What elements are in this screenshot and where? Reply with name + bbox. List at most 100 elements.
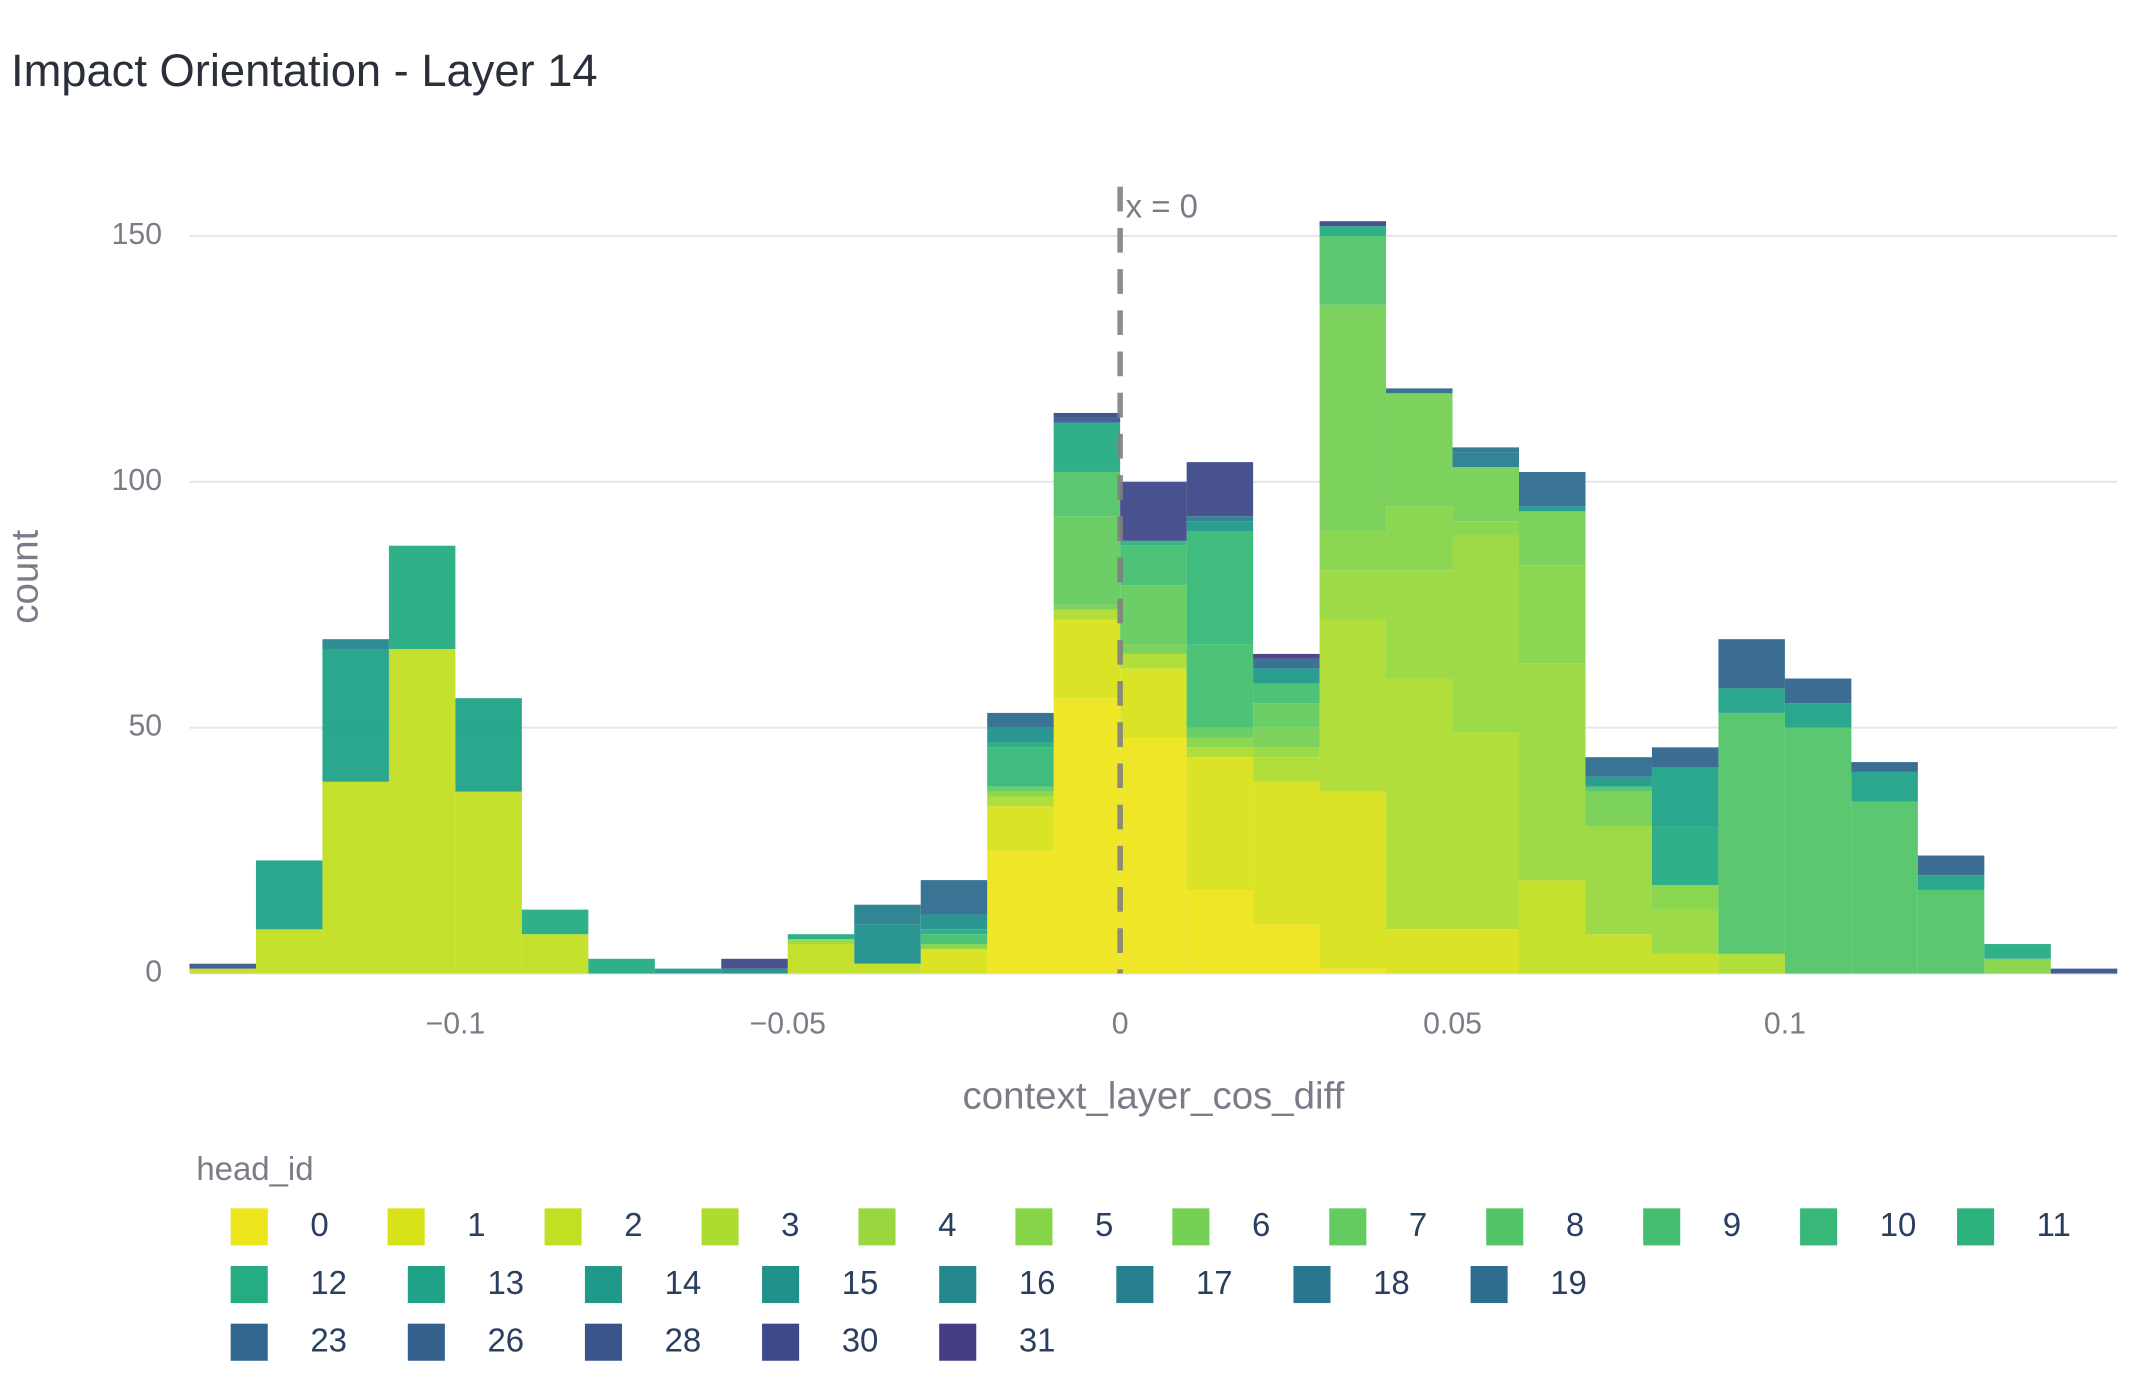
histogram-bar <box>1386 506 1453 571</box>
histogram-bar <box>322 781 389 974</box>
histogram-bar <box>920 914 988 930</box>
histogram-bar <box>1651 909 1719 954</box>
legend-label: 12 <box>310 1264 347 1301</box>
y-tick-label: 50 <box>128 710 162 743</box>
histogram-bar <box>854 963 921 974</box>
histogram-bar <box>787 934 855 940</box>
legend-label: 16 <box>1019 1264 1056 1301</box>
legend-label: 30 <box>842 1322 879 1359</box>
histogram-bar <box>987 791 1054 797</box>
histogram-bar <box>1053 609 1121 620</box>
histogram-bar <box>1386 929 1453 974</box>
histogram-bar <box>721 968 788 974</box>
histogram-bar <box>1386 678 1453 930</box>
histogram-bar <box>455 698 522 792</box>
histogram-bar <box>1253 658 1320 669</box>
legend-swatch <box>584 1266 623 1304</box>
histogram-bar <box>920 929 988 935</box>
histogram-bar <box>1452 732 1520 930</box>
histogram-bar <box>455 791 522 974</box>
histogram-bar <box>1651 747 1719 768</box>
legend-label: 13 <box>487 1264 524 1301</box>
histogram-bar <box>987 747 1054 787</box>
histogram-bar <box>1253 727 1320 748</box>
x-axis-title: context_layer_cos_diff <box>962 1075 1344 1118</box>
histogram-bar <box>987 727 1054 743</box>
histogram-bar <box>1319 619 1387 792</box>
histogram-bar <box>255 860 323 930</box>
histogram-bar <box>1917 889 1985 974</box>
histogram-bar <box>1984 944 2051 959</box>
histogram-bar <box>1386 388 1453 394</box>
histogram-bar <box>588 958 655 974</box>
histogram-bar <box>322 639 389 649</box>
legend-swatch <box>762 1266 800 1304</box>
legend-label: 2 <box>624 1206 642 1243</box>
histogram-bar <box>1452 452 1520 468</box>
histogram-bar <box>920 948 988 974</box>
histogram-bar <box>1253 683 1320 704</box>
histogram-bar <box>1186 757 1254 890</box>
histogram-bar <box>1784 703 1852 728</box>
legend-swatch <box>1643 1208 1681 1246</box>
histogram-bar <box>787 944 855 974</box>
legend-swatch <box>230 1208 268 1246</box>
histogram-bar <box>1120 644 1187 654</box>
histogram-bar <box>1186 521 1254 531</box>
histogram-bar <box>1452 447 1520 453</box>
histogram-bar <box>1784 727 1852 974</box>
histogram-bar <box>1651 885 1719 910</box>
histogram-bar <box>1253 757 1320 782</box>
histogram-bar <box>1917 875 1985 890</box>
histogram-bar <box>1053 471 1121 517</box>
legend-swatch <box>584 1323 623 1361</box>
legend-label: 23 <box>310 1322 347 1359</box>
legend-label: 3 <box>781 1206 799 1243</box>
histogram-bar <box>1120 737 1187 974</box>
histogram-bar <box>1053 516 1121 605</box>
legend-label: 8 <box>1566 1206 1584 1243</box>
legend-swatch <box>1015 1208 1053 1246</box>
histogram-bar <box>1120 540 1187 546</box>
x-tick-label: 0 <box>1112 1008 1129 1041</box>
histogram-bar <box>1585 776 1652 787</box>
histogram-bar <box>1120 585 1187 645</box>
histogram-bar <box>1053 604 1121 610</box>
chart-title: Impact Orientation - Layer 14 <box>11 45 598 96</box>
legend-swatch <box>407 1266 445 1304</box>
histogram-bar <box>1851 771 1918 802</box>
y-axis-title: count <box>4 529 47 623</box>
legend-label: 6 <box>1252 1206 1270 1243</box>
legend-label: 9 <box>1723 1206 1741 1243</box>
histogram-bar <box>1319 530 1387 571</box>
histogram-bar <box>1851 801 1918 974</box>
histogram-bar <box>1053 412 1121 418</box>
legend-swatch <box>701 1208 739 1246</box>
legend-swatch <box>1470 1266 1508 1304</box>
histogram-bar <box>1186 644 1254 728</box>
histogram-bar <box>189 963 256 969</box>
histogram-bar <box>1186 737 1254 748</box>
histogram-bar <box>1651 767 1719 827</box>
y-tick-label: 150 <box>112 218 162 251</box>
legend-label: 15 <box>842 1264 879 1301</box>
histogram-bar <box>987 786 1054 792</box>
histogram-bar <box>521 909 589 935</box>
histogram-bar <box>1253 781 1320 925</box>
legend-label: 10 <box>1880 1206 1917 1243</box>
histogram-bar <box>189 968 256 974</box>
histogram-bar <box>721 958 788 969</box>
histogram-bar <box>987 850 1054 974</box>
legend-label: 17 <box>1196 1264 1233 1301</box>
histogram-bar <box>1319 304 1387 531</box>
histogram-bar <box>1053 422 1121 472</box>
histogram-bar <box>1319 791 1387 969</box>
legend-swatch <box>858 1208 896 1246</box>
histogram-bar <box>1585 934 1652 974</box>
histogram-bar <box>854 924 921 964</box>
x-tick-label: −0.05 <box>750 1008 826 1041</box>
legend-label: 28 <box>665 1322 702 1359</box>
histogram-bar <box>1519 506 1586 512</box>
histogram-bar <box>1917 855 1985 876</box>
